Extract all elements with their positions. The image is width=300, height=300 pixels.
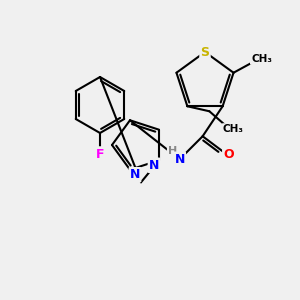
Text: N: N xyxy=(149,159,159,172)
Text: F: F xyxy=(96,148,104,160)
Text: N: N xyxy=(130,168,140,181)
Text: S: S xyxy=(200,46,209,59)
Text: CH₃: CH₃ xyxy=(223,124,244,134)
Text: N: N xyxy=(174,153,185,166)
Text: O: O xyxy=(223,148,234,161)
Text: CH₃: CH₃ xyxy=(251,54,272,64)
Text: H: H xyxy=(168,146,177,156)
